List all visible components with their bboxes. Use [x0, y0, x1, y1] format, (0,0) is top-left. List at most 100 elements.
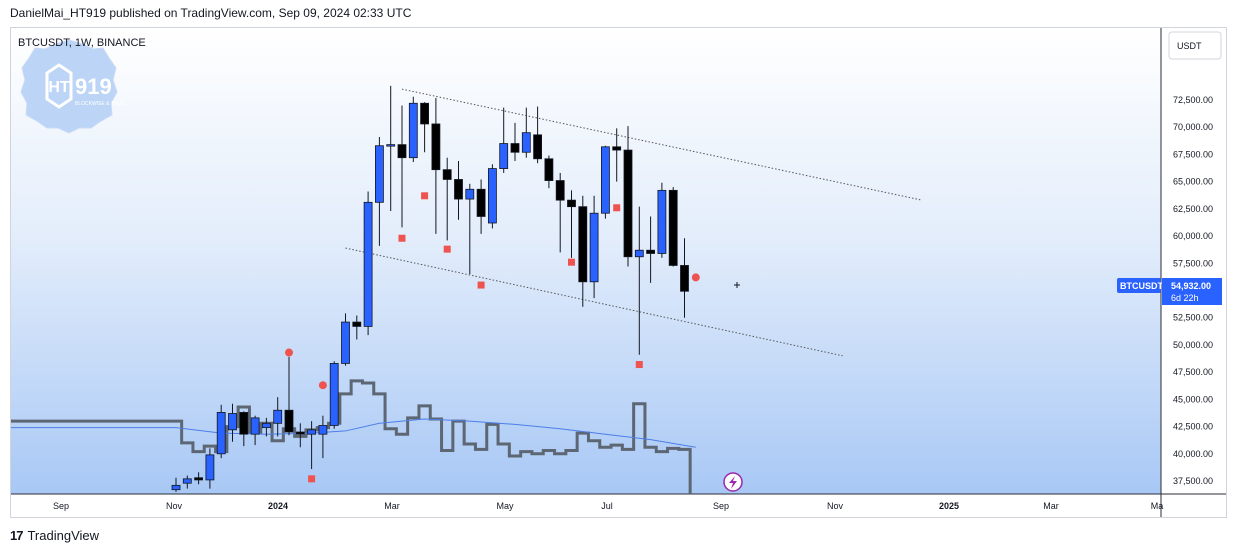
candle-body	[657, 189, 667, 254]
candle-body	[510, 143, 520, 153]
candle	[363, 191, 373, 336]
candle-body	[239, 412, 249, 435]
signal-marker-square	[421, 192, 429, 200]
candle-body	[634, 249, 644, 258]
candle	[295, 423, 305, 448]
candle	[601, 145, 610, 219]
event-icon-bolt	[729, 476, 737, 489]
candle	[668, 187, 678, 267]
candle	[442, 157, 452, 241]
candle-body	[352, 321, 362, 327]
candle	[634, 206, 644, 355]
candle-body	[544, 158, 554, 181]
channel-lower-line	[345, 247, 843, 357]
y-axis-tick-label: 50,000.00	[1173, 340, 1213, 350]
y-axis-tick-label: 72,500.00	[1173, 95, 1213, 105]
candle-body	[216, 412, 226, 455]
currency-button-label: USDT	[1177, 41, 1202, 51]
signal-marker-square	[568, 258, 575, 266]
logo-tagline: BLOCKWISE & TECH	[75, 101, 125, 107]
candle	[194, 472, 204, 485]
candle-body	[318, 425, 328, 435]
candle	[589, 195, 599, 299]
candle-body	[567, 199, 576, 208]
logo-number: 919	[75, 74, 112, 99]
candle-body	[465, 188, 475, 200]
candle-body	[533, 134, 542, 160]
crosshair-cursor	[734, 282, 740, 288]
candle-body	[454, 179, 463, 200]
last-price-tag: 54,932.00 6d 22h	[1162, 278, 1222, 305]
candle-body	[668, 189, 678, 266]
candle-body	[341, 321, 350, 364]
x-axis-tick-label: Mar	[384, 501, 400, 511]
x-axis-tick-label: Nov	[827, 501, 844, 511]
x-axis-tick-label: Nov	[166, 501, 183, 511]
price-axis-background	[1161, 28, 1226, 494]
signal-marker-square	[308, 475, 316, 483]
y-axis-tick-label: 70,000.00	[1173, 122, 1213, 132]
candle-body	[228, 413, 237, 431]
candle-body	[261, 422, 271, 429]
candle	[567, 190, 576, 258]
candle-body	[307, 429, 317, 435]
bar-countdown: 6d 22h	[1171, 293, 1199, 303]
candle-body	[601, 146, 610, 214]
footer-brand[interactable]: 17 TradingView	[10, 528, 99, 543]
candle	[307, 421, 317, 470]
candle	[533, 106, 542, 164]
candle-body	[499, 143, 509, 169]
candle-body	[442, 169, 452, 180]
signal-marker-square	[635, 361, 643, 369]
candle-body	[273, 409, 283, 424]
candle	[374, 137, 384, 246]
candle-body	[646, 249, 655, 254]
publish-header: DanielMai_HT919 published on TradingView…	[10, 6, 412, 20]
candle	[476, 179, 486, 234]
y-axis-tick-label: 52,500.00	[1173, 313, 1213, 323]
x-axis-tick-label: 2024	[268, 501, 288, 511]
candle	[386, 85, 396, 212]
candle	[273, 397, 283, 437]
x-axis-tick-label: 2025	[939, 501, 959, 511]
candle-body	[329, 363, 339, 426]
candle-body	[397, 144, 407, 159]
candle	[408, 96, 418, 163]
candle	[454, 160, 463, 220]
channel-upper-line	[401, 88, 922, 201]
candle-body	[363, 201, 373, 327]
candle	[521, 107, 531, 158]
x-axis-tick-label: Sep	[53, 501, 69, 511]
candle	[216, 404, 226, 459]
y-axis-tick-label: 40,000.00	[1173, 449, 1213, 459]
candle-body	[205, 454, 215, 481]
candle-body	[555, 180, 565, 201]
candle	[420, 102, 430, 153]
candle	[431, 97, 441, 234]
candle	[318, 415, 328, 459]
y-axis-tick-label: 62,500.00	[1173, 204, 1213, 214]
signal-marker-circle	[691, 273, 700, 282]
currency-button[interactable]: USDT	[1168, 31, 1222, 60]
signal-marker-square	[477, 281, 485, 289]
x-axis-tick-label: Sep	[713, 501, 729, 511]
candle	[352, 315, 362, 340]
chart-frame[interactable]: Sep Nov 2024 Mar May Jul Sep Nov 2025 Mar Ma 72,50…	[10, 27, 1227, 518]
price-chart[interactable]: Sep Nov 2024 Mar May Jul Sep Nov 2025 Mar Ma 72,50…	[11, 28, 1226, 517]
tradingview-logo-icon: 17	[10, 528, 24, 543]
candle	[657, 182, 667, 258]
candle-body	[295, 431, 305, 435]
symbol-label: BTCUSDT, 1W, BINANCE	[18, 37, 146, 49]
last-price-value: 54,932.00	[1171, 281, 1211, 291]
y-axis-tick-label: 47,500.00	[1173, 367, 1213, 377]
lightning-event-icon[interactable]	[723, 472, 743, 492]
candle	[487, 164, 497, 229]
symbol-tag-text: BTCUSDT	[1120, 281, 1163, 291]
y-axis-tick-label: 65,000.00	[1173, 177, 1213, 187]
candle-body	[420, 102, 430, 125]
x-axis-tick-label: May	[496, 501, 514, 511]
moving-average-line	[11, 418, 696, 448]
candle-body	[487, 168, 497, 224]
logo-hexagon	[45, 63, 73, 109]
candle	[510, 122, 520, 161]
